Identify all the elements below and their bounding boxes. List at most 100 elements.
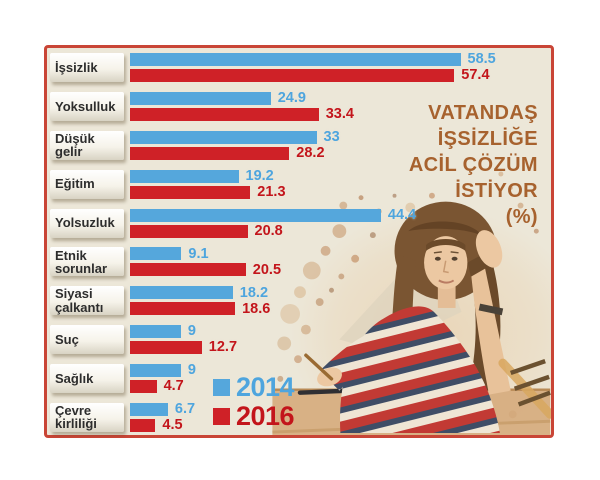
legend-swatch-2016: [213, 408, 230, 425]
bar-line-2016: 21.3: [130, 185, 286, 200]
bar-2014: [130, 325, 181, 339]
bar-2016: [130, 302, 236, 316]
category-label-text: Sağlık: [55, 370, 94, 386]
value-label-2016: 21.3: [257, 183, 286, 200]
bar-group: 19.2 21.3: [130, 168, 286, 200]
bar-group: 9.1 20.5: [130, 246, 281, 278]
category-row: İşsizlik 58.5 57.4: [47, 48, 551, 87]
category-row: Çevre kirliliği 6.7 4.5: [47, 398, 551, 437]
category-label-text: Etnik sorunlar: [55, 247, 108, 276]
legend-swatch-2014: [213, 379, 230, 396]
bar-line-2014: 33: [130, 130, 340, 145]
bar-2016: [130, 380, 157, 394]
bar-2016: [130, 146, 290, 160]
value-label-2016: 28.2: [296, 144, 325, 161]
bar-2016: [130, 224, 248, 238]
bar-2016: [130, 107, 319, 121]
value-label-2016: 20.8: [254, 222, 283, 239]
bar-line-2014: 58.5: [130, 52, 496, 67]
title-line: İSTİYOR: [455, 180, 538, 202]
category-label: İşsizlik: [50, 52, 124, 82]
category-label-text: Eğitim: [55, 176, 95, 192]
bar-2014: [130, 247, 182, 261]
bar-2016: [130, 68, 455, 82]
value-label-2014: 33: [323, 128, 340, 145]
category-label-text: Siyasi çalkantı: [55, 286, 104, 315]
category-label: Yoksulluk: [50, 91, 124, 121]
bar-2016: [130, 185, 251, 199]
category-label-text: Yolsuzluk: [55, 215, 115, 231]
bar-group: 58.5 57.4: [130, 51, 496, 83]
bar-line-2016: 33.4: [130, 107, 354, 122]
category-row: Düşük gelir 33 28.2: [47, 126, 551, 165]
category-label: Siyasi çalkantı: [50, 286, 124, 316]
bar-group: 24.9 33.4: [130, 90, 354, 122]
value-label-2016: 12.7: [208, 339, 238, 356]
value-label-2016: 4.5: [162, 417, 183, 434]
category-row: Etnik sorunlar 9.1 20.5: [47, 242, 551, 281]
bar-line-2014: 18.2: [130, 285, 270, 300]
category-label: Sağlık: [50, 364, 124, 394]
value-label-2014: 9: [187, 362, 196, 379]
category-label: Düşük gelir: [50, 130, 124, 160]
value-label-2014: 58.5: [467, 51, 496, 68]
bar-line-2016: 20.8: [130, 224, 416, 239]
bar-line-2016: 18.6: [130, 301, 270, 316]
bar-line-2016: 4.5: [130, 418, 195, 433]
value-label-2016: 57.4: [461, 67, 490, 84]
bar-group: 6.7 4.5: [130, 401, 195, 433]
bar-group: 9 4.7: [130, 363, 196, 395]
category-row: Yoksulluk 24.9 33.4: [47, 87, 551, 126]
bar-line-2016: 28.2: [130, 146, 340, 161]
bar-line-2014: 24.9: [130, 91, 354, 106]
bar-line-2016: 4.7: [130, 379, 196, 394]
bar-line-2016: 20.5: [130, 262, 281, 277]
category-label-text: Suç: [55, 331, 79, 347]
value-label-2016: 18.6: [242, 300, 271, 317]
bar-group: 33 28.2: [130, 129, 340, 161]
infographic-panel: İşsizlik 58.5 57.4 Yoksulluk 24.9 33.4 Düşük g…: [44, 45, 554, 438]
bar-line-2014: 44.4: [130, 208, 416, 223]
bar-2016: [130, 341, 202, 355]
bar-2014: [130, 208, 381, 222]
bar-line-2014: 19.2: [130, 169, 286, 184]
chart-legend: 2014 2016: [213, 372, 295, 431]
value-label-2016: 20.5: [252, 261, 282, 278]
bar-2014: [130, 169, 239, 183]
category-row: Suç 9 12.7: [47, 320, 551, 359]
bar-line-2014: 9: [130, 363, 196, 378]
category-label: Çevre kirliliği: [50, 402, 124, 432]
bar-line-2016: 12.7: [130, 340, 237, 355]
category-label: Eğitim: [50, 169, 124, 199]
bar-2014: [130, 286, 233, 300]
category-row: Sağlık 9 4.7: [47, 359, 551, 398]
value-label-2014: 6.7: [174, 401, 196, 418]
title-line: ACİL ÇÖZÜM: [408, 154, 538, 176]
category-row: Siyasi çalkantı 18.2 18.6: [47, 281, 551, 320]
category-label-text: İşsizlik: [55, 59, 98, 75]
bar-2016: [130, 418, 156, 432]
category-label-text: Düşük gelir: [55, 130, 95, 160]
bar-group: 18.2 18.6: [130, 285, 270, 317]
category-label-text: Yoksulluk: [55, 98, 116, 114]
legend-item-2014: 2014: [213, 372, 295, 402]
category-label-text: Çevre kirliliği: [55, 403, 97, 432]
bar-line-2016: 57.4: [130, 68, 496, 83]
bar-rows: İşsizlik 58.5 57.4 Yoksulluk 24.9 33.4 Düşük g…: [47, 48, 551, 435]
value-label-2016: 33.4: [325, 106, 354, 123]
title-line: İŞSİZLİĞE: [437, 128, 538, 150]
bar-group: 9 12.7: [130, 324, 237, 356]
category-label: Suç: [50, 325, 124, 355]
legend-label-2014: 2014: [236, 372, 295, 402]
bar-2014: [130, 402, 168, 416]
bar-line-2014: 9.1: [130, 246, 281, 261]
value-label-2014: 24.9: [277, 90, 306, 107]
value-label-2016: 4.7: [163, 378, 184, 395]
bar-2014: [130, 130, 317, 144]
value-label-2014: 18.2: [239, 284, 269, 301]
category-label: Yolsuzluk: [50, 208, 124, 238]
bar-2014: [130, 91, 271, 105]
category-row: Eğitim 19.2 21.3: [47, 165, 551, 204]
value-label-2014: 19.2: [245, 167, 274, 184]
bar-2014: [130, 52, 461, 66]
